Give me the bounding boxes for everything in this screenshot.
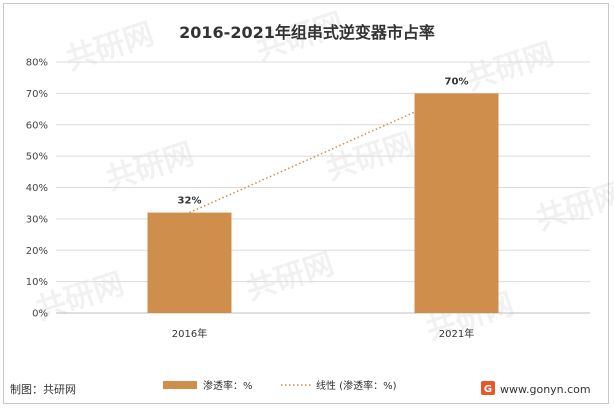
y-tick-label: 50% [26, 152, 48, 163]
y-tick-label: 80% [26, 58, 48, 69]
bar [147, 212, 232, 313]
y-tick-label: 60% [26, 120, 48, 131]
watermark-text: 共研网 [102, 137, 198, 198]
bars [147, 93, 499, 313]
y-tick-label: 70% [26, 89, 48, 100]
watermark-text: 共研网 [242, 247, 338, 308]
y-axis-ticks: 0% 10% 20% 30% 40% 50% 60% 70% 80% [26, 58, 48, 320]
source-label: 制图：共研网 [10, 383, 76, 396]
y-tick-label: 20% [26, 246, 48, 257]
watermark-text: 共研网 [462, 37, 558, 98]
y-tick-label: 0% [32, 309, 48, 320]
logo-letter: G [484, 384, 492, 395]
legend-swatch-bar [163, 381, 197, 389]
bar [414, 93, 499, 313]
footer-logo: G [481, 381, 495, 395]
x-category-label: 2021年 [439, 327, 474, 340]
y-tick-label: 30% [26, 214, 48, 225]
chart-frame [3, 3, 609, 404]
watermark-text: 共研网 [62, 17, 158, 78]
y-tick-label: 40% [26, 183, 48, 194]
chart-title: 2016-2021年组串式逆变器市占率 [179, 23, 435, 42]
legend-label-bar: 渗透率：% [203, 379, 253, 392]
y-tick-label: 10% [26, 277, 48, 288]
data-label: 32% [178, 196, 202, 207]
x-category-label: 2016年 [172, 327, 207, 340]
trendline [189, 111, 415, 214]
watermark-text: 共研网 [322, 127, 418, 188]
gridlines [56, 61, 590, 314]
website-label: www.gonyn.com [500, 383, 591, 396]
legend: 渗透率：% 线性 (渗透率：%) [163, 379, 397, 392]
watermark-text: 共研网 [532, 177, 614, 238]
data-labels: 32% 70% [178, 76, 469, 206]
data-label: 70% [445, 76, 469, 87]
x-axis-categories: 2016年 2021年 [172, 327, 474, 340]
trendline-path [189, 111, 415, 214]
legend-label-trendline: 线性 (渗透率：%) [316, 379, 397, 392]
logo-icon [481, 381, 495, 395]
